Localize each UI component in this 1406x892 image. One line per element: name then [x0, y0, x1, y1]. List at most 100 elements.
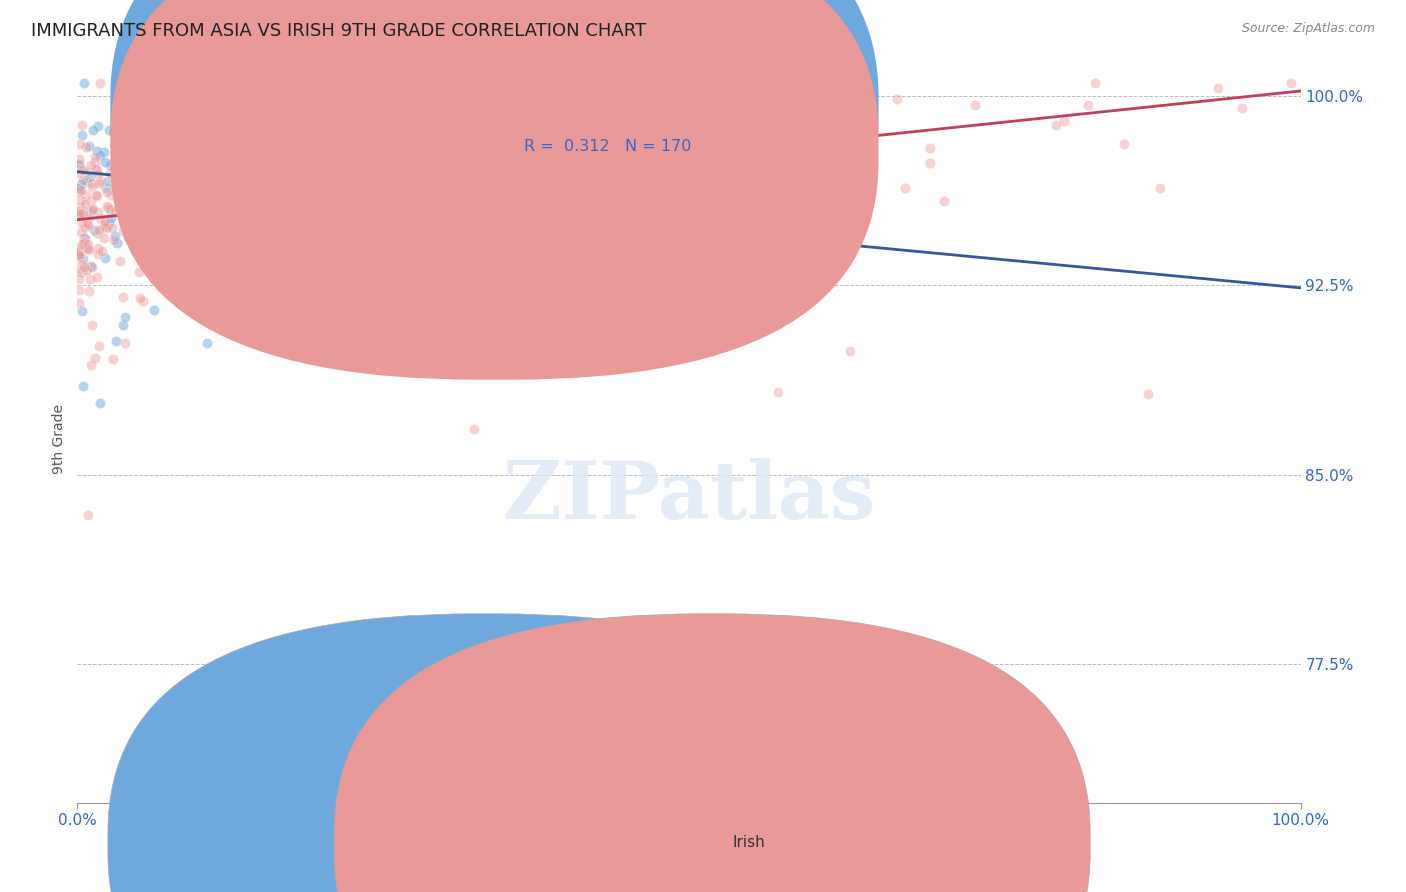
Point — [114, 188, 136, 202]
Point — [73, 235, 96, 250]
Point — [169, 96, 191, 111]
Point — [169, 195, 191, 210]
Point — [120, 156, 142, 170]
Point — [67, 295, 90, 310]
Point — [69, 137, 91, 152]
Point — [67, 166, 90, 180]
Point — [918, 156, 941, 170]
Point — [70, 257, 93, 271]
Point — [87, 119, 110, 133]
Point — [89, 76, 111, 90]
Point — [187, 126, 209, 140]
Point — [72, 163, 94, 178]
Point — [67, 207, 90, 221]
Point — [132, 213, 155, 227]
Point — [839, 344, 862, 359]
Point — [543, 120, 565, 135]
Point — [143, 302, 166, 317]
Point — [125, 189, 148, 203]
Point — [72, 216, 94, 230]
Point — [149, 228, 172, 243]
Point — [181, 199, 204, 213]
Point — [271, 202, 294, 216]
Point — [70, 128, 93, 143]
Point — [89, 223, 111, 237]
Point — [70, 265, 93, 279]
Point — [886, 92, 908, 106]
Point — [82, 202, 104, 217]
Point — [568, 248, 591, 262]
Point — [1045, 118, 1067, 132]
Point — [87, 247, 110, 261]
Point — [142, 169, 165, 184]
Point — [305, 154, 328, 169]
Point — [67, 263, 90, 277]
Point — [105, 334, 128, 348]
Point — [368, 159, 391, 173]
Point — [271, 170, 294, 185]
Point — [89, 148, 111, 162]
Text: R =  0.312   N = 170: R = 0.312 N = 170 — [524, 139, 692, 153]
Point — [920, 140, 942, 154]
Point — [163, 109, 186, 123]
Point — [77, 218, 100, 232]
Point — [139, 177, 162, 191]
Point — [86, 145, 108, 159]
Point — [1279, 76, 1302, 90]
Point — [70, 304, 93, 318]
Point — [1149, 181, 1171, 195]
Point — [67, 203, 90, 218]
Point — [77, 243, 100, 257]
Point — [768, 384, 790, 399]
Point — [384, 192, 406, 206]
Point — [83, 155, 105, 169]
Point — [72, 205, 94, 219]
Point — [323, 209, 346, 223]
Point — [176, 196, 198, 211]
Point — [114, 207, 136, 221]
Point — [86, 162, 108, 177]
Point — [67, 248, 90, 262]
Point — [932, 194, 955, 208]
Point — [127, 216, 149, 230]
Point — [222, 196, 245, 211]
Point — [112, 133, 135, 147]
Point — [188, 237, 211, 252]
Point — [146, 215, 169, 229]
Point — [69, 248, 91, 262]
Y-axis label: 9th Grade: 9th Grade — [52, 404, 66, 475]
Point — [97, 123, 120, 137]
Point — [195, 121, 218, 136]
Point — [100, 187, 122, 202]
Point — [245, 130, 267, 145]
Point — [118, 166, 141, 180]
Point — [378, 132, 401, 146]
Point — [104, 148, 127, 162]
Point — [134, 182, 156, 196]
Point — [75, 165, 97, 179]
Point — [117, 229, 139, 244]
Point — [97, 201, 120, 215]
Point — [143, 169, 166, 184]
Point — [114, 336, 136, 351]
Point — [112, 169, 135, 183]
Point — [1206, 81, 1229, 95]
Point — [76, 216, 98, 230]
Point — [157, 79, 180, 94]
Point — [120, 207, 142, 221]
Point — [108, 254, 131, 268]
Point — [139, 228, 162, 243]
Point — [101, 351, 124, 366]
Point — [205, 209, 228, 223]
Point — [125, 196, 148, 211]
Point — [107, 90, 129, 104]
Point — [1230, 101, 1253, 115]
Point — [86, 205, 108, 219]
Point — [392, 235, 415, 249]
Point — [103, 234, 125, 248]
Point — [269, 235, 291, 249]
Point — [104, 229, 127, 244]
FancyBboxPatch shape — [110, 0, 879, 380]
Point — [128, 265, 150, 279]
Point — [73, 76, 96, 90]
